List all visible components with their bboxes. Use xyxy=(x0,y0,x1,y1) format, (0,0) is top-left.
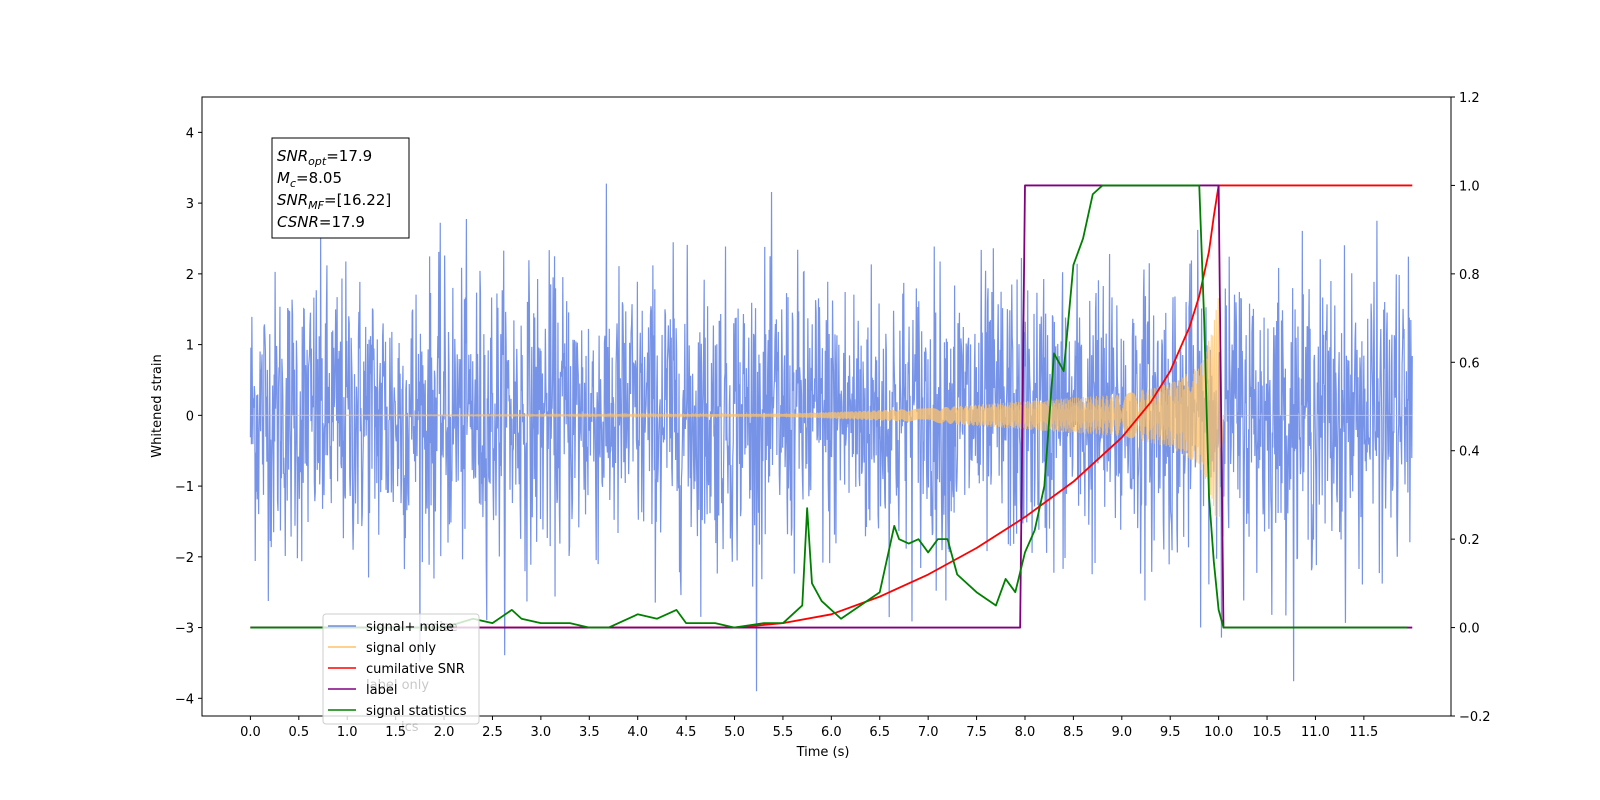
x-tick-label: 0.5 xyxy=(288,725,309,740)
y-tick-label-right: 0.2 xyxy=(1459,533,1480,548)
x-tick-label: 6.5 xyxy=(869,725,890,740)
y-tick-label-left: −1 xyxy=(175,480,194,495)
x-tick-label: 0.0 xyxy=(240,725,261,740)
y-tick-label-left: 4 xyxy=(186,126,194,141)
y-tick-label-right: −0.2 xyxy=(1459,710,1491,725)
y-axis-title: Whitened strain xyxy=(150,354,165,457)
x-axis-title: Time (s) xyxy=(796,745,850,760)
y-tick-label-right: 0.4 xyxy=(1459,445,1480,460)
x-tick-label: 3.0 xyxy=(531,725,552,740)
legend-label-signal-only: signal only xyxy=(366,641,436,656)
annotation-line: Mc=8.05 xyxy=(277,169,342,190)
series-cumilative-snr xyxy=(250,184,1413,629)
x-axis: 0.0 0.5 1.0 1.5 2.0 2.5 3.0 3.5 4.0 4.5 5.0 5.5 6.0 6… xyxy=(240,716,1378,740)
y-tick-label-right: 1.0 xyxy=(1459,179,1480,194)
legend-overlap-text: label only xyxy=(366,678,429,693)
x-tick-label: 8.5 xyxy=(1063,725,1084,740)
series-layer xyxy=(249,183,1413,692)
y-tick-label-left: −2 xyxy=(175,551,194,566)
y-tick-label-left: 2 xyxy=(186,268,194,283)
series-signal-only xyxy=(250,298,1413,518)
x-tick-label: 5.0 xyxy=(724,725,745,740)
y-tick-label-left: 1 xyxy=(186,339,194,354)
annotation-line: CSNR=17.9 xyxy=(277,213,365,231)
x-tick-label: 3.5 xyxy=(579,725,600,740)
annotation-line: SNRopt=17.9 xyxy=(277,147,372,168)
plot-frame xyxy=(201,96,1452,717)
x-tick-label: 5.5 xyxy=(773,725,794,740)
legend-frame xyxy=(322,613,480,725)
x-tick-label: 2.5 xyxy=(482,725,503,740)
x-tick-label: 7.0 xyxy=(918,725,939,740)
x-tick-label: 10.0 xyxy=(1204,725,1233,740)
x-tick-label: 10.5 xyxy=(1253,725,1282,740)
y-tick-label-right: 1.2 xyxy=(1459,91,1480,106)
legend-overlap-text: ics xyxy=(401,720,419,735)
x-tick-label: 7.5 xyxy=(966,725,987,740)
y-tick-label-right: 0.6 xyxy=(1459,356,1480,371)
y-tick-label-left: −3 xyxy=(175,622,194,637)
legend-label-cumilative-snr: cumilative SNR xyxy=(366,662,465,677)
x-tick-label: 4.0 xyxy=(627,725,648,740)
x-tick-label: 8.0 xyxy=(1015,725,1036,740)
annotation-frame xyxy=(271,137,410,239)
x-tick-label: 1.0 xyxy=(337,725,358,740)
legend-label-signal-noise: signal+ noise xyxy=(366,620,454,635)
series-signal-statistics xyxy=(250,184,1408,629)
annotation-line: SNRMF=[16.22] xyxy=(277,191,391,212)
x-tick-label: 9.5 xyxy=(1160,725,1181,740)
y-tick-label-left: −4 xyxy=(175,692,194,707)
x-tick-label: 9.0 xyxy=(1111,725,1132,740)
y-axis-left: −4 −3 −2 −1 0 1 2 3 4 xyxy=(175,126,202,707)
y-tick-label-left: 3 xyxy=(186,197,194,212)
x-tick-label: 4.5 xyxy=(676,725,697,740)
legend-overlap-text: noise xyxy=(423,620,458,635)
legend-label-label: label xyxy=(366,683,397,698)
x-tick-label: 11.0 xyxy=(1301,725,1330,740)
y-axis-right: −0.2 0.0 0.2 0.4 0.6 0.8 1.0 1.2 xyxy=(1451,91,1491,725)
x-tick-label: 11.5 xyxy=(1349,725,1378,740)
x-tick-label: 1.5 xyxy=(385,725,406,740)
x-tick-label: 2.0 xyxy=(434,725,455,740)
y-tick-label-right: 0.8 xyxy=(1459,268,1480,283)
x-tick-label: 6.0 xyxy=(821,725,842,740)
y-tick-label-left: 0 xyxy=(186,409,194,424)
y-tick-label-right: 0.0 xyxy=(1459,622,1480,637)
legend-label-signal-statistics: signal statistics xyxy=(366,704,467,719)
